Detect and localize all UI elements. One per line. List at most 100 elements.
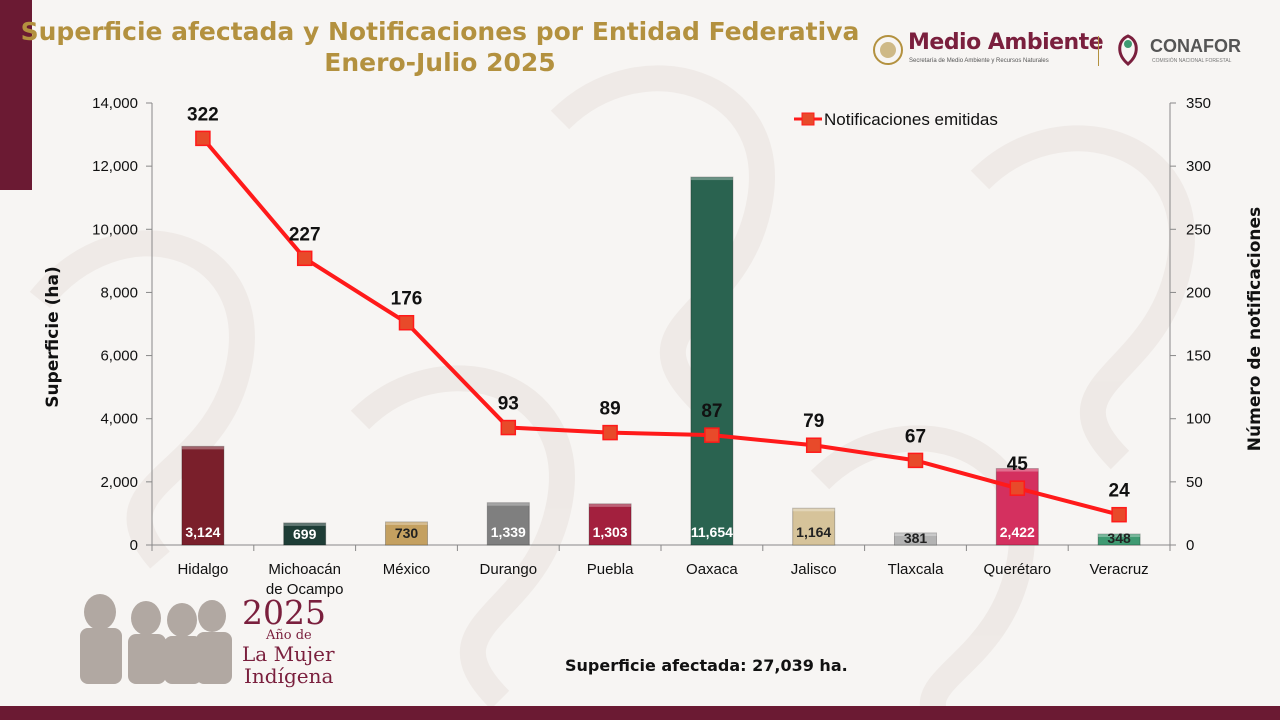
header-logos: Medio Ambiente Secretaría de Medio Ambie… <box>870 28 1270 74</box>
year-badge-line4: Indígena <box>244 664 334 688</box>
y2-tick-label: 300 <box>1186 158 1211 175</box>
bar <box>588 503 632 546</box>
y-axis-title: Superficie (ha) <box>43 266 63 408</box>
y2-tick-label: 0 <box>1186 537 1194 554</box>
line-value-label: 45 <box>1007 454 1029 475</box>
line-value-label: 176 <box>391 289 423 310</box>
bar-value-label: 11,654 <box>691 524 733 540</box>
legend-label: Notificaciones emitidas <box>824 110 998 129</box>
line-marker <box>704 427 720 443</box>
x-axis-labels: Hidalgo Michoacán de Ocampo México Durango Pu… <box>177 561 1148 598</box>
y2-tick-label: 150 <box>1186 348 1211 365</box>
bar <box>385 521 428 546</box>
title-line-2: Enero-Julio 2025 <box>324 48 556 77</box>
y2-tick-label: 350 <box>1186 95 1211 112</box>
bar-value-label: 1,164 <box>796 524 831 540</box>
bar-value-label: 1,303 <box>593 524 628 540</box>
line-marker <box>195 130 211 147</box>
y2-tick-label: 100 <box>1186 411 1211 428</box>
medio-ambiente-logo: Medio Ambiente <box>908 30 1104 55</box>
brand-strip-bottom <box>0 706 1280 720</box>
bar-highlight <box>283 522 326 526</box>
y2-tick-label: 250 <box>1186 221 1211 238</box>
year-badge-year: 2025 <box>242 593 326 632</box>
bar-highlight <box>792 508 835 512</box>
line-value-label: 322 <box>187 104 219 125</box>
y-tick-label: 14,000 <box>92 95 138 112</box>
bar-highlight <box>181 446 224 450</box>
line-value-label: 93 <box>498 394 519 415</box>
bar-value-label: 1,339 <box>491 524 526 540</box>
line-marker <box>398 314 415 331</box>
x-tick-label: México <box>383 561 431 578</box>
bar <box>486 502 530 546</box>
conafor-logo: CONAFOR <box>1150 36 1241 56</box>
line-marker <box>1009 480 1026 496</box>
bar-highlight <box>487 502 530 506</box>
right-axis: 0 50 100 150 200 250 300 350 <box>1169 95 1211 554</box>
x-tick-label: de Ocampo <box>266 581 344 598</box>
series-line <box>201 137 1120 517</box>
bar <box>1097 533 1141 546</box>
women-illustration <box>80 594 232 684</box>
bar-value-label: 348 <box>1107 530 1131 546</box>
legend-marker-swatch <box>801 112 815 126</box>
bar-highlight <box>894 532 937 536</box>
line-value-label: 67 <box>905 426 926 447</box>
conafor-tree-icon <box>1118 34 1138 66</box>
year-badge-line3: La Mujer <box>242 642 335 666</box>
legend: Notificaciones emitidas <box>794 110 998 129</box>
bar <box>181 445 225 546</box>
bar-highlight <box>1098 534 1141 538</box>
line-value-label: 227 <box>289 224 321 245</box>
line-value-label: 79 <box>803 411 824 432</box>
bar-value-label: 3,124 <box>185 524 220 540</box>
year-badge-line2: Año de <box>266 628 312 643</box>
notifications-line <box>195 130 1127 523</box>
bar-value-label: 2,422 <box>1000 524 1035 540</box>
x-tick-label: Oaxaca <box>686 561 738 578</box>
line-labels: 322 227 176 93 89 87 79 67 45 24 <box>187 104 1130 501</box>
bar <box>690 176 734 546</box>
bar <box>894 532 937 546</box>
line-marker <box>1111 506 1127 523</box>
x-tick-label: Michoacán <box>268 561 341 578</box>
coat-of-arms-icon <box>873 35 903 65</box>
y2-axis-title: Número de notificaciones <box>1245 207 1265 451</box>
bar-labels: 3,124 699 730 1,339 1,303 11,654 1,164 381 2,422… <box>185 524 1131 546</box>
conafor-subtitle: COMISIÓN NACIONAL FORESTAL <box>1152 58 1232 64</box>
y2-tick-label: 50 <box>1186 474 1203 491</box>
logo-divider <box>1098 36 1099 66</box>
y2-tick-label: 200 <box>1186 284 1211 301</box>
total-area-note: Superficie afectada: 27,039 ha. <box>565 656 848 675</box>
bar-highlight <box>589 503 632 507</box>
y-tick-label: 10,000 <box>92 221 138 238</box>
brand-strip-left <box>0 0 32 190</box>
bar-highlight <box>385 521 428 525</box>
line-marker <box>602 424 618 441</box>
bar-value-label: 381 <box>904 530 928 546</box>
bar-highlight <box>690 177 733 181</box>
x-tick-label: Tlaxcala <box>888 561 945 578</box>
x-tick-label: Veracruz <box>1089 561 1148 578</box>
line-marker <box>907 452 924 469</box>
y-tick-label: 0 <box>130 537 138 554</box>
x-tick-label: Querétaro <box>984 561 1052 578</box>
line-marker <box>296 250 313 267</box>
bar <box>792 507 836 546</box>
line-marker <box>500 419 517 436</box>
line-value-label: 87 <box>701 401 722 422</box>
line-value-label: 24 <box>1109 481 1131 502</box>
y-tick-label: 6,000 <box>100 348 138 365</box>
bar <box>283 522 327 546</box>
x-tick-label: Puebla <box>587 561 634 578</box>
y-tick-label: 2,000 <box>100 474 138 491</box>
x-tick-label: Hidalgo <box>177 561 228 578</box>
page-title: Superficie afectada y Notificaciones por… <box>20 16 860 78</box>
bar-value-label: 699 <box>293 526 317 542</box>
x-tick-label: Durango <box>480 561 538 578</box>
y-tick-label: 8,000 <box>100 284 138 301</box>
y-tick-label: 12,000 <box>92 158 138 175</box>
medio-ambiente-subtitle: Secretaría de Medio Ambiente y Recursos … <box>909 58 1049 64</box>
